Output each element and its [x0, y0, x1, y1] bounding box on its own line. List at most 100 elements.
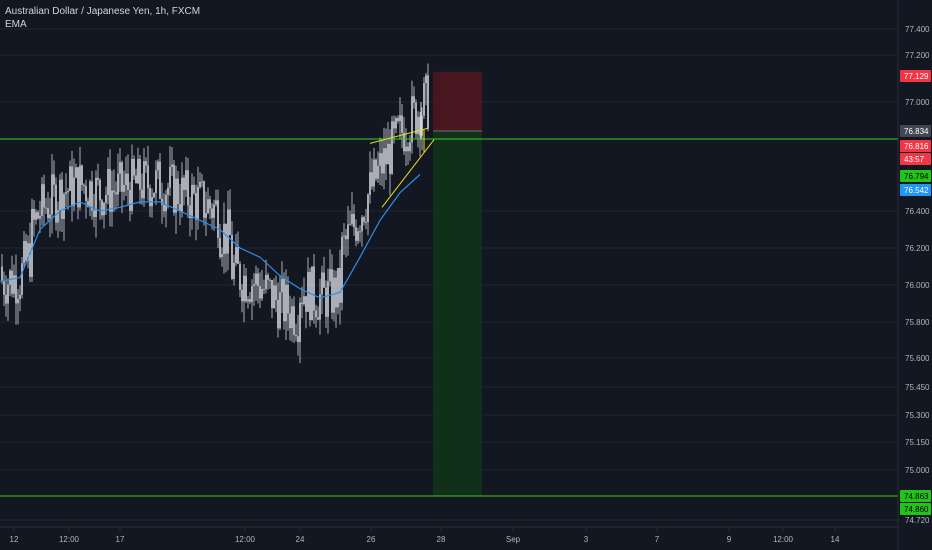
price-tag-red[interactable] — [900, 153, 931, 165]
candle-body — [321, 272, 323, 295]
wedge-lower-line[interactable] — [381, 139, 435, 208]
candle-body — [373, 159, 375, 187]
candle-body — [129, 189, 131, 211]
candle-body — [291, 306, 293, 329]
candle-body — [41, 184, 43, 216]
candle-body — [251, 286, 253, 302]
candle-body — [223, 223, 225, 255]
candle-body — [3, 281, 5, 295]
candle-body — [391, 121, 393, 174]
candle-body — [275, 285, 277, 300]
candle-body — [337, 267, 339, 308]
candle-body — [187, 170, 189, 206]
candle-body — [365, 221, 367, 223]
price-tag-green[interactable] — [900, 170, 931, 182]
candle-body — [323, 272, 325, 288]
horizontal-levels[interactable] — [0, 138, 898, 497]
price-tag-label: 76.834 — [904, 127, 929, 136]
candle-body — [377, 165, 379, 179]
candle-body — [257, 273, 259, 287]
candle-body — [37, 212, 39, 219]
price-tag-blue[interactable] — [900, 184, 931, 196]
candle-body — [387, 143, 389, 165]
price-tick-label: 75.450 — [905, 383, 930, 392]
candle-body — [357, 231, 359, 241]
candle-body — [185, 170, 187, 190]
candle-body — [361, 217, 363, 232]
candle-body — [107, 169, 109, 195]
take-profit-zone[interactable] — [433, 131, 482, 496]
price-tick-label: 75.300 — [905, 411, 930, 420]
candle-body — [111, 190, 113, 212]
price-tag-green[interactable] — [900, 503, 931, 515]
wedge-upper-line[interactable] — [369, 127, 429, 144]
candle-body — [99, 179, 101, 201]
candle-body — [161, 198, 163, 205]
candle-body — [235, 247, 237, 263]
candle-body — [177, 178, 179, 205]
indicator-label[interactable]: EMA — [5, 19, 27, 30]
candle-body — [425, 75, 427, 84]
time-tick-label: 14 — [831, 535, 840, 544]
candle-body — [155, 170, 157, 193]
candle-body — [175, 178, 177, 213]
candle-body — [423, 83, 425, 116]
candle-body — [285, 284, 287, 322]
candle-body — [339, 267, 341, 303]
candle-body — [245, 275, 247, 302]
price-tag-green[interactable] — [900, 490, 931, 502]
position-zones[interactable] — [433, 71, 482, 496]
candle-body — [369, 172, 371, 195]
candle-body — [131, 158, 133, 211]
candle-body — [311, 266, 313, 321]
price-tick-label: 75.800 — [905, 318, 930, 327]
candle-body — [27, 243, 29, 261]
candle-body — [79, 165, 81, 208]
candle-body — [385, 148, 387, 165]
price-tag-label: 74.863 — [904, 492, 929, 501]
candle-body — [195, 193, 197, 220]
candle-body — [281, 278, 283, 293]
price-tick-label: 75.600 — [905, 354, 930, 363]
candle-body — [231, 234, 233, 279]
candle-body — [77, 167, 79, 208]
candle-body — [233, 262, 235, 279]
candle-body — [159, 161, 161, 199]
candle-body — [167, 187, 169, 195]
rising-wedge[interactable] — [369, 127, 435, 208]
candle-body — [59, 179, 61, 211]
candle-body — [249, 299, 251, 302]
candle-body — [7, 284, 9, 304]
candle-body — [349, 223, 351, 225]
candle-body — [419, 116, 421, 136]
candle-body — [229, 209, 231, 235]
price-tag-label: 77.129 — [904, 72, 929, 81]
candle-body — [263, 288, 265, 290]
candle-body — [201, 181, 203, 183]
price-tag-red[interactable] — [900, 70, 931, 82]
price-axis[interactable]: 77.400 77.200 77.000 76.400 76.200 76.000 75.8… — [900, 25, 931, 525]
candle-body — [123, 184, 125, 192]
candle-body — [287, 284, 289, 314]
candle-body — [309, 271, 311, 321]
candle-body — [11, 270, 13, 294]
candle-body — [5, 294, 7, 304]
candle-body — [91, 181, 93, 211]
candle-body — [241, 289, 243, 302]
candle-body — [45, 207, 47, 209]
candle-body — [335, 277, 337, 308]
candle-body — [319, 294, 321, 320]
candle-body — [215, 200, 217, 205]
candle-body — [85, 186, 87, 202]
price-tick-label: 76.000 — [905, 281, 930, 290]
stop-loss-zone[interactable] — [433, 71, 482, 131]
price-tag-red[interactable] — [900, 140, 931, 152]
candle-body — [313, 266, 315, 311]
price-tag-gray[interactable] — [900, 125, 931, 137]
candle-body — [165, 194, 167, 212]
candle-body — [217, 200, 219, 238]
time-axis[interactable]: 12 12:00 17 12:00 24 26 28 Sep 3 7 9 12:00 14 — [10, 527, 840, 544]
time-tick-label: 12 — [10, 535, 19, 544]
